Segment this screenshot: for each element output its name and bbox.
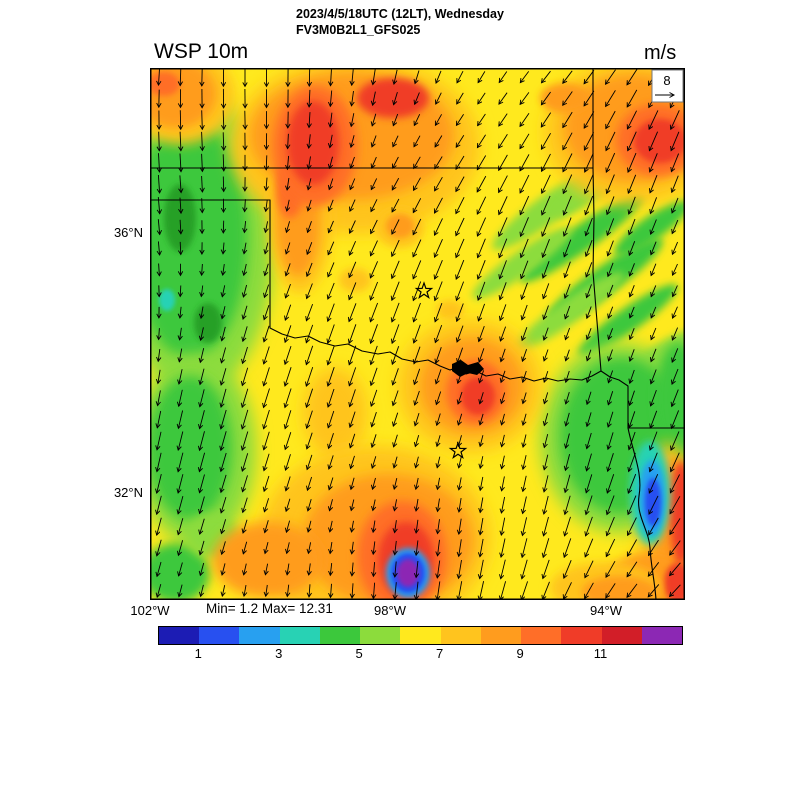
colorbar-segment xyxy=(199,627,240,644)
plot-titles: 2023/4/5/18UTC (12LT), Wednesday FV3M0B2… xyxy=(296,6,504,38)
title-model: FV3M0B2L1_GFS025 xyxy=(296,23,421,37)
x-axis-label-102w: 102°W xyxy=(130,603,170,618)
title-datetime: 2023/4/5/18UTC (12LT), Wednesday xyxy=(296,7,504,21)
red-river xyxy=(269,327,602,382)
colorbar-segment xyxy=(400,627,441,644)
reference-vector-value: 8 xyxy=(663,73,670,88)
y-axis-label-36n: 36°N xyxy=(113,225,143,240)
city-star xyxy=(448,441,468,459)
lake-texoma xyxy=(452,360,484,377)
colorbar-tick-label: 9 xyxy=(516,646,524,661)
border-oklahoma-arkansas xyxy=(592,167,602,372)
x-axis-label-98w: 98°W xyxy=(374,603,406,618)
map-frame: 8 xyxy=(150,68,685,600)
border-texas-arkansas-louisiana xyxy=(600,370,685,600)
reference-vector-box: 8 xyxy=(651,69,684,103)
colorbar-segment xyxy=(319,627,361,644)
colorbar-segment xyxy=(159,627,200,644)
colorbar-segment xyxy=(561,627,602,644)
colorbar-tick-label: 7 xyxy=(435,646,444,661)
wind-vector-arrows xyxy=(155,68,681,600)
colorbar xyxy=(158,626,683,645)
y-axis-label-32n: 32°N xyxy=(113,485,143,500)
min-max-stats: Min= 1.2 Max= 12.31 xyxy=(206,601,333,616)
colorbar-segment xyxy=(521,627,562,644)
wind-speed-field xyxy=(150,68,685,600)
colorbar-segment xyxy=(239,627,280,644)
colorbar-segment xyxy=(480,627,522,644)
units-label: m/s xyxy=(644,42,677,64)
colorbar-tick-label: 11 xyxy=(593,646,608,661)
colorbar-segment xyxy=(641,627,683,644)
colorbar-tick-label: 5 xyxy=(355,646,363,661)
x-axis-label-94w: 94°W xyxy=(590,603,622,618)
colorbar-segment xyxy=(279,627,320,644)
colorbar-tick-label: 1 xyxy=(194,646,202,661)
wind-speed-map: 8 xyxy=(150,68,685,600)
colorbar-segment xyxy=(360,627,401,644)
colorbar-segment xyxy=(601,627,642,644)
colorbar-segment xyxy=(440,627,481,644)
colorbar-tick-label: 3 xyxy=(275,646,283,661)
variable-label: WSP 10m xyxy=(154,40,249,63)
